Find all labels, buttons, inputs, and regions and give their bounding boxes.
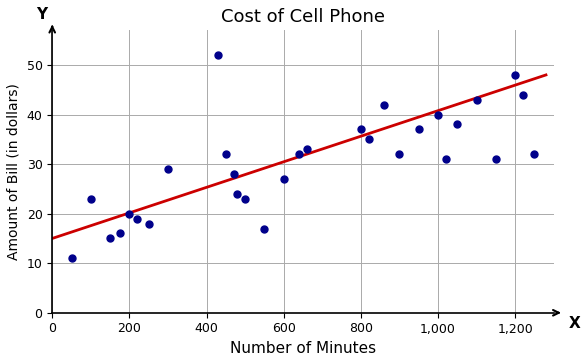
Point [530, 151, 539, 157]
Point [132, 216, 142, 221]
Point [395, 151, 404, 157]
Point [240, 196, 250, 202]
Point [105, 236, 115, 241]
Point [213, 52, 223, 58]
Point [452, 122, 462, 127]
Point [414, 127, 423, 132]
Point [356, 127, 366, 132]
Point [86, 196, 96, 202]
Point [364, 136, 373, 142]
Point [260, 226, 269, 232]
Point [67, 255, 76, 261]
Point [221, 151, 230, 157]
X-axis label: Number of Minutes: Number of Minutes [230, 341, 376, 356]
Point [229, 171, 238, 177]
Point [518, 92, 527, 98]
Point [491, 156, 500, 162]
Point [379, 102, 389, 107]
Point [163, 166, 173, 172]
Title: Cost of Cell Phone: Cost of Cell Phone [221, 8, 385, 26]
Point [294, 151, 304, 157]
Y-axis label: Amount of Bill (in dollars): Amount of Bill (in dollars) [7, 83, 21, 260]
Text: Y: Y [36, 7, 47, 22]
Point [279, 176, 288, 182]
Point [302, 146, 312, 152]
Point [433, 112, 442, 118]
Point [144, 221, 154, 227]
Point [125, 211, 134, 217]
Point [115, 231, 124, 236]
Point [441, 156, 451, 162]
Text: X: X [569, 315, 581, 331]
Point [472, 97, 481, 103]
Point [233, 191, 242, 197]
Point [510, 72, 520, 78]
